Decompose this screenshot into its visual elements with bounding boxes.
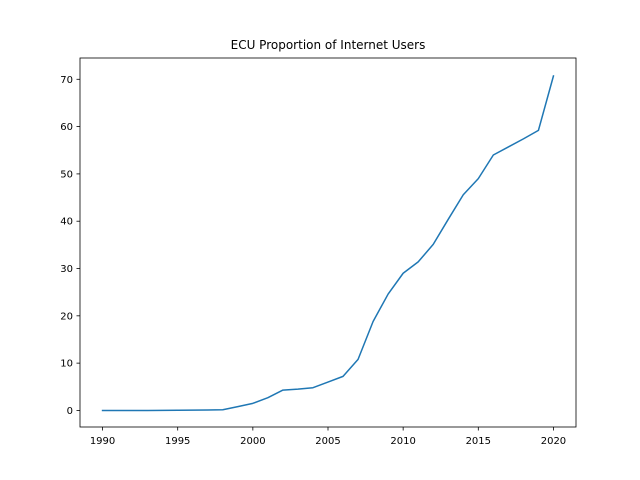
y-tick-label: 10 [60,359,73,370]
x-tick-label: 2020 [541,436,566,447]
plot-area [101,75,555,412]
series-line [101,75,555,412]
x-tick-label: 2010 [390,436,415,447]
y-tick-label: 0 [67,406,73,417]
plot-frame [79,57,577,428]
x-tick-label: 1990 [90,436,115,447]
y-tick-label: 20 [60,311,73,322]
x-tick-label: 2000 [240,436,265,447]
x-tick-label: 2015 [466,436,491,447]
y-tick-label: 60 [60,122,73,133]
y-tick-label: 30 [60,264,73,275]
x-axis: 1990 1995 2000 2005 2010 2015 2020 [90,427,566,447]
y-tick-label: 70 [60,75,73,86]
y-tick-label: 40 [60,217,73,228]
chart-title: ECU Proportion of Internet Users [231,38,426,52]
x-tick-label: 2005 [315,436,340,447]
x-tick-label: 1995 [165,436,190,447]
y-tick-label: 50 [60,169,73,180]
y-axis: 0 10 20 30 40 50 60 70 [60,75,80,417]
